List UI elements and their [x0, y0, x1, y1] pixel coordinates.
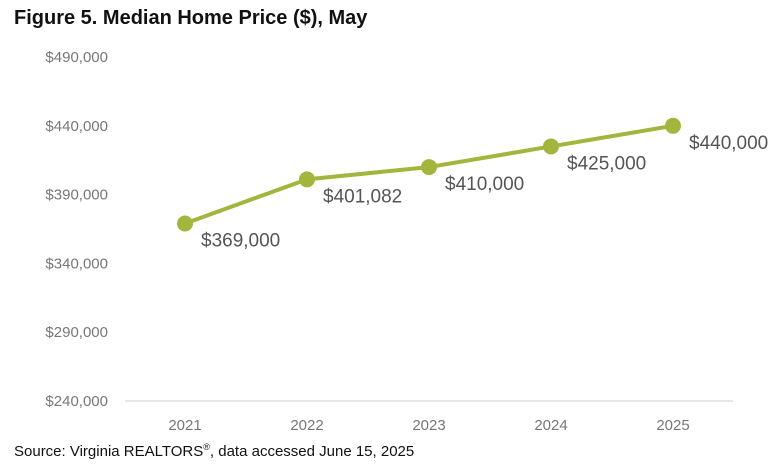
x-tick-label: 2024: [534, 417, 567, 434]
data-point-2023: [421, 159, 437, 175]
source-suffix: , data accessed June 15, 2025: [210, 443, 414, 460]
source-prefix: Source: Virginia REALTORS: [14, 443, 203, 460]
x-tick-label: 2021: [168, 417, 201, 434]
data-label-2025: $440,000: [689, 133, 768, 154]
y-axis-ticks: $240,000 $290,000 $340,000 $390,000 $440,000…: [45, 49, 108, 410]
data-label-2022: $401,082: [323, 186, 402, 207]
registered-mark: ®: [203, 442, 210, 452]
data-points: [177, 118, 681, 232]
data-label-2021: $369,000: [201, 230, 280, 251]
y-tick-label: $290,000: [45, 324, 108, 341]
y-tick-label: $490,000: [45, 49, 108, 66]
data-point-2024: [543, 138, 559, 154]
data-labels: $369,000 $401,082 $410,000 $425,000 $440,000: [201, 133, 768, 252]
data-point-2025: [665, 118, 681, 134]
x-tick-label: 2022: [290, 417, 323, 434]
source-note: Source: Virginia REALTORS®, data accesse…: [14, 442, 414, 460]
x-tick-label: 2025: [656, 417, 689, 434]
data-label-2023: $410,000: [445, 174, 524, 195]
data-label-2024: $425,000: [567, 153, 646, 174]
x-tick-label: 2023: [412, 417, 445, 434]
x-axis-ticks: 2021 2022 2023 2024 2025: [168, 417, 689, 434]
data-point-2022: [299, 171, 315, 187]
data-point-2021: [177, 215, 193, 231]
y-tick-label: $440,000: [45, 118, 108, 135]
y-tick-label: $240,000: [45, 393, 108, 410]
y-tick-label: $340,000: [45, 255, 108, 272]
y-tick-label: $390,000: [45, 187, 108, 204]
